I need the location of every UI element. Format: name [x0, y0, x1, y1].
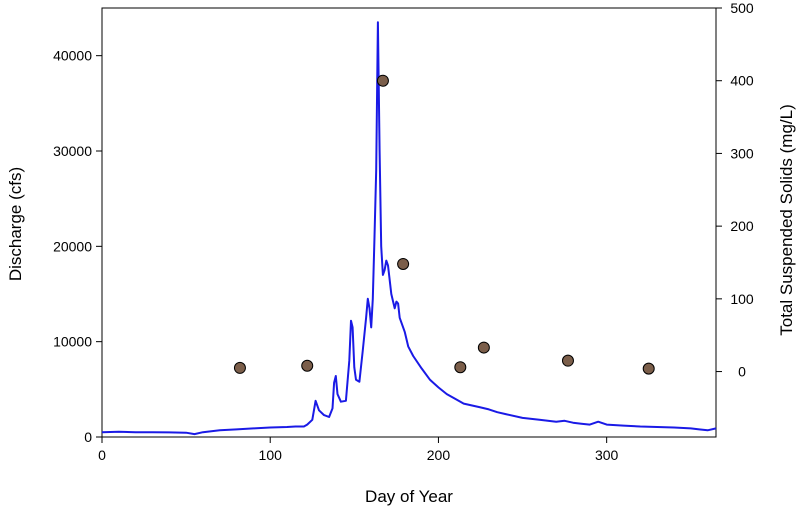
x-tick-label: 100 [259, 447, 283, 463]
x-axis-label: Day of Year [365, 487, 453, 506]
y2-axis-label: Total Suspended Solids (mg/L) [777, 104, 796, 336]
tss-point [454, 361, 467, 374]
y-tick-label: 30000 [53, 143, 92, 159]
y2-tick-label: 100 [730, 291, 754, 307]
tss-point [301, 359, 314, 372]
y-tick-label: 0 [84, 429, 92, 445]
y2-tick-label: 300 [730, 145, 754, 161]
y-tick-label: 10000 [53, 334, 92, 350]
y2-axis-ticks: 0 100 200 300 400 500 [716, 0, 754, 380]
tss-point [376, 74, 389, 87]
series-layer [101, 21, 717, 436]
tss-point [477, 341, 490, 354]
tss-point [397, 257, 410, 270]
x-axis-ticks: 0 100 200 300 [98, 437, 619, 463]
tss-point [642, 362, 655, 375]
tss-point [561, 354, 574, 367]
y2-tick-label: 200 [730, 218, 754, 234]
x-tick-label: 0 [98, 447, 106, 463]
y-tick-label: 20000 [53, 238, 92, 254]
point-layer [233, 74, 655, 375]
y-tick-label: 40000 [53, 48, 92, 64]
y-axis-ticks: 0 10000 20000 30000 40000 [53, 48, 102, 445]
discharge-line [101, 21, 717, 436]
plot-frame [101, 7, 717, 438]
y2-tick-label: 500 [730, 0, 754, 16]
x-tick-label: 200 [427, 447, 451, 463]
tss-point [233, 361, 246, 374]
x-tick-label: 300 [595, 447, 619, 463]
y2-tick-label: 0 [738, 364, 746, 380]
y-axis-label: Discharge (cfs) [6, 167, 25, 281]
y2-tick-label: 400 [730, 73, 754, 89]
